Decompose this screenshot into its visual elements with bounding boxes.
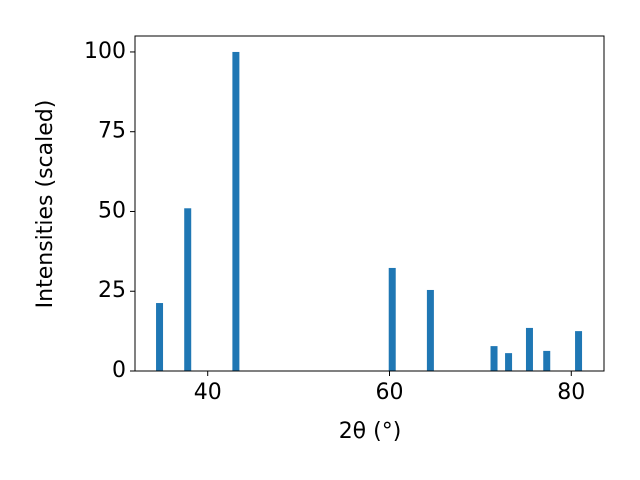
bar [232, 51, 240, 371]
bar [156, 303, 164, 371]
y-axis-label: Intensities (scaled) [33, 100, 58, 309]
x-tick-label: 40 [194, 380, 222, 405]
bar [490, 346, 498, 371]
bar [388, 267, 396, 371]
bar [575, 331, 583, 371]
y-tick-label: 25 [98, 278, 126, 303]
y-tick-label: 75 [98, 119, 126, 144]
x-tick-label: 80 [557, 380, 585, 405]
bar [543, 350, 551, 371]
x-tick-label: 60 [375, 380, 403, 405]
x-axis-label: 2θ (°) [339, 419, 402, 444]
bar [426, 289, 434, 371]
y-tick-label: 0 [112, 358, 126, 383]
y-tick-label: 100 [84, 39, 126, 64]
plot-frame [134, 35, 605, 372]
y-tick-label: 50 [98, 198, 126, 223]
bar [505, 353, 513, 371]
bar [184, 208, 192, 371]
bar [525, 327, 533, 371]
